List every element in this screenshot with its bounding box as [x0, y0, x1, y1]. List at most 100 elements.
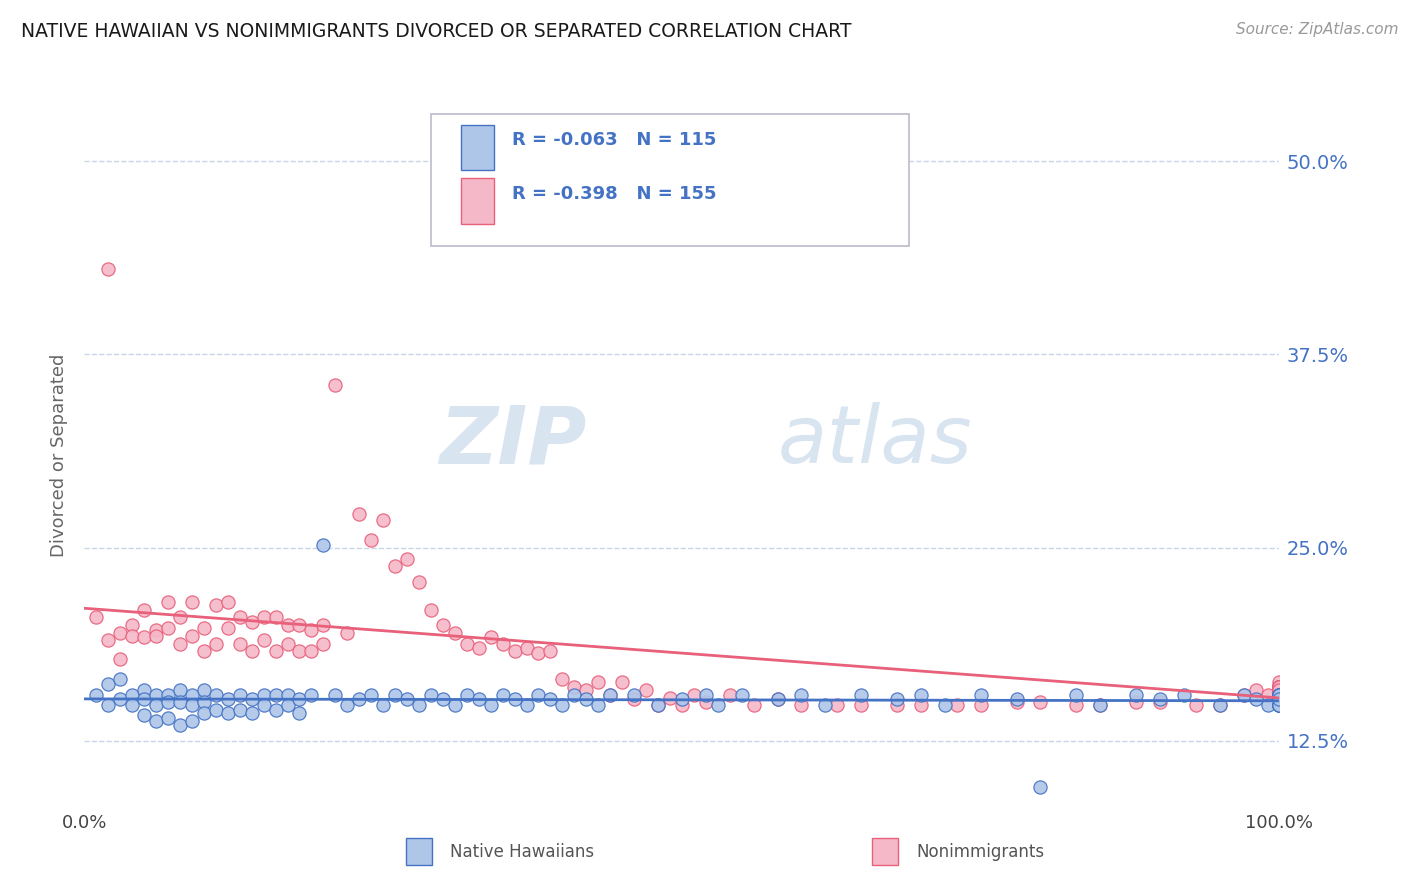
Point: [1268, 692, 1291, 706]
Point: [169, 695, 191, 709]
Point: [1268, 688, 1291, 702]
Point: [349, 692, 371, 706]
Point: [1268, 680, 1291, 694]
Point: [1268, 698, 1291, 713]
Point: [731, 688, 754, 702]
Point: [1232, 688, 1256, 702]
FancyBboxPatch shape: [461, 178, 495, 224]
Point: [1268, 682, 1291, 697]
Point: [790, 698, 813, 713]
Point: [253, 698, 276, 713]
Point: [945, 698, 967, 713]
Point: [253, 633, 276, 648]
Point: [849, 688, 872, 702]
Point: [588, 675, 610, 690]
Point: [132, 682, 156, 697]
Point: [1005, 692, 1028, 706]
Point: [288, 644, 311, 658]
Point: [384, 688, 406, 702]
Point: [1268, 692, 1291, 706]
Point: [205, 688, 228, 702]
Point: [886, 692, 908, 706]
Point: [1268, 682, 1291, 697]
Point: [1268, 698, 1291, 713]
Point: [217, 692, 239, 706]
Point: [157, 695, 180, 709]
Point: [1184, 698, 1206, 713]
Point: [110, 652, 132, 666]
Point: [396, 551, 419, 566]
Point: [1268, 680, 1291, 694]
Point: [1066, 688, 1088, 702]
Point: [503, 644, 526, 658]
Point: [1232, 688, 1256, 702]
Point: [157, 711, 180, 725]
Point: [408, 574, 430, 589]
Point: [169, 682, 191, 697]
Point: [1029, 780, 1052, 795]
Point: [1268, 688, 1291, 702]
Point: [121, 618, 143, 632]
Point: [516, 698, 538, 713]
Point: [1268, 682, 1291, 697]
Point: [110, 692, 132, 706]
Point: [1268, 680, 1291, 694]
Y-axis label: Divorced or Separated: Divorced or Separated: [49, 353, 67, 557]
Point: [228, 688, 252, 702]
Point: [1257, 688, 1279, 702]
Point: [1268, 680, 1291, 694]
Point: [562, 688, 585, 702]
Point: [1268, 688, 1291, 702]
Point: [277, 636, 299, 650]
Text: ZIP: ZIP: [439, 402, 586, 480]
Point: [432, 618, 454, 632]
Point: [444, 625, 467, 640]
Point: [742, 698, 765, 713]
Point: [588, 698, 610, 713]
Point: [253, 610, 276, 624]
Point: [1268, 688, 1291, 702]
Point: [1268, 688, 1291, 702]
Point: [1268, 680, 1291, 694]
Point: [1268, 682, 1291, 697]
Point: [180, 714, 202, 728]
Point: [1149, 695, 1171, 709]
Point: [396, 692, 419, 706]
Point: [264, 610, 287, 624]
Point: [1268, 680, 1291, 694]
Point: [492, 636, 515, 650]
Point: [1268, 688, 1291, 702]
Point: [132, 602, 156, 616]
Point: [1268, 698, 1291, 713]
Point: [408, 698, 430, 713]
Point: [1125, 695, 1147, 709]
Point: [145, 698, 167, 713]
Point: [97, 677, 120, 691]
Text: R = -0.398   N = 155: R = -0.398 N = 155: [512, 185, 717, 203]
Point: [683, 688, 704, 702]
Point: [180, 698, 202, 713]
Point: [1268, 680, 1291, 694]
Point: [1268, 688, 1291, 702]
Point: [371, 513, 394, 527]
Point: [336, 698, 359, 713]
Point: [336, 625, 359, 640]
Point: [1268, 680, 1291, 694]
Point: [647, 698, 669, 713]
Point: [193, 644, 215, 658]
Point: [121, 698, 143, 713]
Point: [205, 598, 228, 612]
Point: [1268, 680, 1291, 694]
Point: [444, 698, 467, 713]
Text: Native Hawaiians: Native Hawaiians: [450, 843, 595, 861]
Point: [610, 675, 633, 690]
Point: [217, 621, 239, 635]
Point: [1268, 688, 1291, 702]
Point: [1268, 682, 1291, 697]
Point: [551, 672, 574, 686]
Point: [145, 623, 167, 637]
Point: [647, 698, 669, 713]
Point: [86, 610, 108, 624]
Point: [86, 688, 108, 702]
Point: [288, 706, 311, 720]
